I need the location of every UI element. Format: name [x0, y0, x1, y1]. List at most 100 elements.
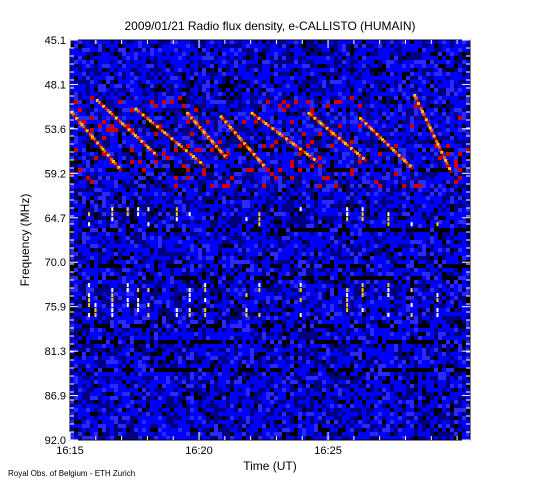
heatmap-cell: [206, 144, 210, 148]
heatmap-cell: [82, 104, 86, 108]
heatmap-cell: [274, 172, 278, 176]
heatmap-cell: [358, 140, 362, 144]
heatmap-cell: [438, 44, 442, 48]
heatmap-cell: [406, 140, 410, 144]
heatmap-cell: [118, 228, 122, 232]
heatmap-cell: [406, 72, 410, 76]
heatmap-cell: [442, 192, 446, 196]
heatmap-cell: [226, 68, 230, 72]
heatmap-cell: [174, 88, 178, 92]
heatmap-cell: [90, 192, 94, 196]
heatmap-cell: [338, 180, 342, 184]
heatmap-cell: [198, 84, 202, 88]
heatmap-cell: [342, 64, 346, 68]
heatmap-cell: [378, 44, 382, 48]
heatmap-cell: [398, 136, 402, 140]
heatmap-cell: [446, 48, 450, 52]
heatmap-cell: [106, 204, 110, 208]
heatmap-cell: [186, 76, 190, 80]
heatmap-cell: [298, 64, 302, 68]
heatmap-cell: [98, 72, 102, 76]
heatmap-cell: [202, 236, 206, 240]
heatmap-cell: [342, 112, 346, 116]
heatmap-cell: [422, 48, 426, 52]
heatmap-cell: [446, 232, 450, 236]
heatmap-cell: [146, 88, 150, 92]
heatmap-cell: [182, 112, 186, 116]
heatmap-cell: [362, 144, 366, 148]
heatmap-cell: [170, 116, 174, 120]
heatmap-cell: [298, 40, 302, 44]
heatmap-cell: [202, 168, 206, 172]
heatmap-cell: [398, 104, 402, 108]
heatmap-cell: [366, 228, 370, 232]
heatmap-cell: [190, 112, 194, 116]
heatmap-cell: [442, 48, 446, 52]
heatmap-cell: [442, 64, 446, 68]
heatmap-cell: [370, 144, 374, 148]
heatmap-cell: [198, 236, 202, 240]
heatmap-cell: [370, 180, 374, 184]
heatmap-cell: [346, 72, 350, 76]
heatmap-cell: [166, 228, 170, 232]
heatmap-cell: [82, 184, 86, 188]
heatmap-cell: [266, 144, 270, 148]
heatmap-cell: [286, 148, 290, 152]
heatmap-cell: [198, 196, 202, 200]
heatmap-cell: [170, 88, 174, 92]
heatmap-cell: [86, 48, 90, 52]
heatmap-cell: [98, 216, 102, 220]
heatmap-cell: [162, 104, 166, 108]
heatmap-cell: [390, 120, 394, 124]
heatmap-cell: [170, 228, 174, 232]
heatmap-cell: [74, 72, 78, 76]
heatmap-cell: [350, 68, 354, 72]
heatmap-cell: [402, 104, 406, 108]
heatmap-cell: [198, 116, 202, 120]
heatmap-cell: [322, 160, 326, 164]
heatmap-cell: [158, 56, 162, 60]
heatmap-cell: [314, 224, 318, 228]
heatmap-cell: [398, 72, 402, 76]
heatmap-cell: [390, 104, 394, 108]
heatmap-cell: [382, 144, 386, 148]
heatmap-cell: [110, 44, 114, 48]
heatmap-cell: [294, 232, 298, 236]
heatmap-cell: [86, 188, 90, 192]
heatmap-cell: [82, 152, 86, 156]
heatmap-cell: [194, 176, 198, 180]
heatmap-cell: [134, 152, 138, 156]
heatmap-cell: [162, 188, 166, 192]
heatmap-cell: [70, 88, 74, 92]
heatmap-cell: [422, 64, 426, 68]
heatmap-cell: [102, 184, 106, 188]
heatmap-cell: [74, 236, 78, 240]
heatmap-cell: [318, 224, 322, 228]
heatmap-cell: [402, 144, 406, 148]
heatmap-cell: [450, 176, 454, 180]
heatmap-cell: [186, 192, 190, 196]
heatmap-cell: [154, 188, 158, 192]
heatmap-cell: [226, 176, 230, 180]
heatmap-cell: [434, 152, 438, 156]
heatmap-cell: [238, 180, 242, 184]
heatmap-cell: [454, 224, 458, 228]
heatmap-cell: [354, 140, 358, 144]
heatmap-cell: [178, 116, 182, 120]
heatmap-cell: [382, 104, 386, 108]
heatmap-cell: [310, 60, 314, 64]
heatmap-cell: [438, 224, 442, 228]
heatmap-cell: [94, 216, 98, 220]
heatmap-cell: [158, 132, 162, 136]
heatmap-cell: [270, 48, 274, 52]
heatmap-cell: [258, 184, 262, 188]
heatmap-cell: [150, 108, 154, 112]
heatmap-cell: [274, 196, 278, 200]
heatmap-cell: [102, 224, 106, 228]
heatmap-cell: [450, 112, 454, 116]
heatmap-cell: [294, 68, 298, 72]
heatmap-cell: [282, 176, 286, 180]
heatmap-cell: [382, 80, 386, 84]
heatmap-cell: [162, 236, 166, 240]
heatmap-cell: [70, 60, 74, 64]
